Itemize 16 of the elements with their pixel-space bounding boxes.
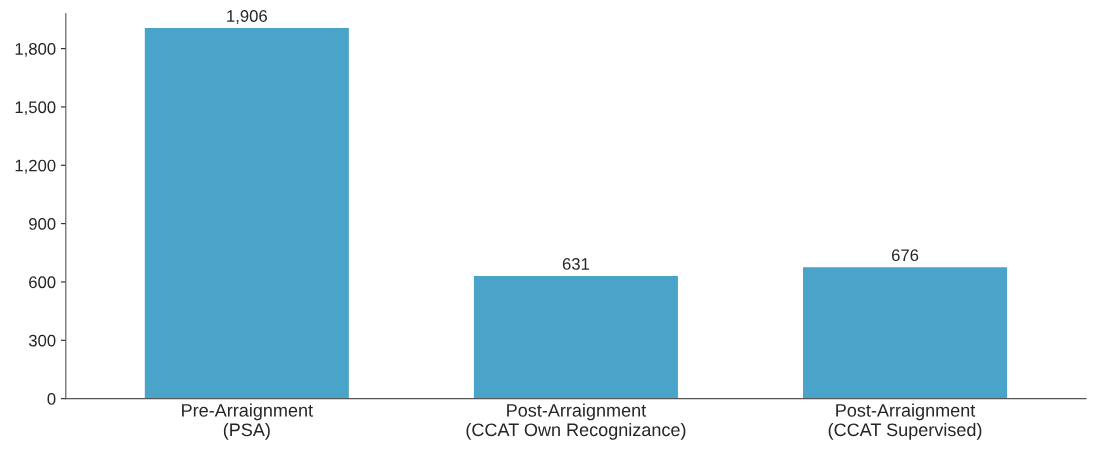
bar — [803, 267, 1008, 399]
x-tick-label: Post-Arraignment (CCAT Own Recognizance) — [466, 403, 686, 440]
bar — [144, 27, 349, 399]
y-tick-label: 900 — [29, 218, 56, 230]
y-tick-label: 600 — [29, 276, 56, 289]
x-tick-label: Pre-Arraignment (PSA) — [182, 403, 313, 440]
x-tick-label: Post-Arraignment (CCAT Supervised) — [828, 403, 982, 440]
y-tick-label: 300 — [28, 334, 56, 347]
y-tick-label: 0 — [47, 393, 56, 405]
data-label: 631 — [562, 258, 590, 270]
data-label: 676 — [891, 249, 919, 262]
bar — [473, 275, 678, 399]
y-tick-label: 1,200 — [15, 159, 56, 174]
y-tick-label: 1,500 — [15, 101, 56, 116]
data-label: 1,906 — [227, 10, 267, 24]
y-tick-label: 1,800 — [15, 43, 56, 57]
